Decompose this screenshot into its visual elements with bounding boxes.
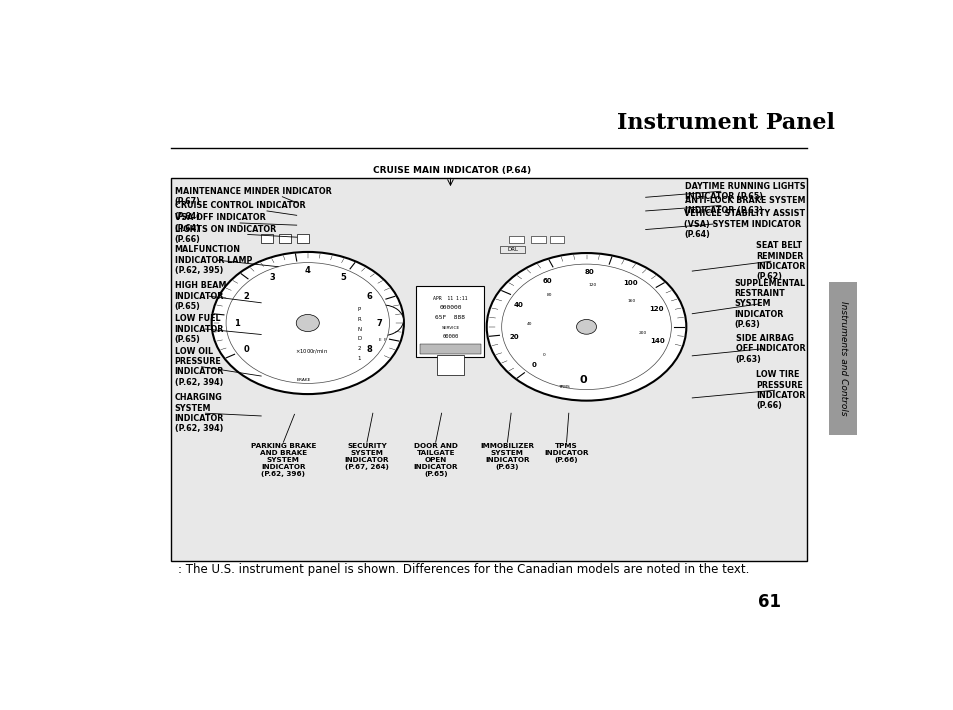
Text: SUPPLEMENTAL
RESTRAINT
SYSTEM
INDICATOR
(P.63): SUPPLEMENTAL RESTRAINT SYSTEM INDICATOR … (734, 278, 804, 329)
Text: DAYTIME RUNNING LIGHTS
INDICATOR (P.65): DAYTIME RUNNING LIGHTS INDICATOR (P.65) (684, 182, 804, 201)
Text: 80: 80 (547, 293, 552, 297)
Circle shape (362, 305, 403, 336)
Text: 60: 60 (542, 278, 552, 283)
Text: 1: 1 (233, 319, 239, 327)
Text: LOW TIRE
PRESSURE
INDICATOR
(P.66): LOW TIRE PRESSURE INDICATOR (P.66) (755, 370, 804, 410)
Bar (499, 246, 524, 253)
Text: 200: 200 (639, 331, 646, 334)
Text: SIDE AIRBAG
OFF INDICATOR
(P.63): SIDE AIRBAG OFF INDICATOR (P.63) (735, 334, 804, 364)
Text: IMMOBILIZER
SYSTEM
INDICATOR
(P.63): IMMOBILIZER SYSTEM INDICATOR (P.63) (480, 443, 534, 470)
Text: BRAKE: BRAKE (296, 378, 311, 382)
Bar (531, 236, 545, 243)
Text: E  F: E F (378, 338, 386, 342)
Text: Instruments and Controls: Instruments and Controls (838, 301, 846, 416)
Bar (261, 234, 273, 243)
Text: 0: 0 (243, 345, 249, 354)
Circle shape (226, 263, 389, 383)
Text: SEAT BELT
REMINDER
INDICATOR
(P.62): SEAT BELT REMINDER INDICATOR (P.62) (755, 241, 804, 281)
Text: LOW FUEL
INDICATOR
(P.65): LOW FUEL INDICATOR (P.65) (174, 314, 224, 344)
Text: 80: 80 (584, 269, 594, 275)
Bar (278, 234, 291, 243)
Text: 140: 140 (650, 338, 664, 344)
Bar (416, 286, 484, 357)
Text: SERVICE: SERVICE (441, 326, 459, 330)
Text: DRL: DRL (507, 246, 517, 252)
Text: DOOR AND
TAILGATE
OPEN
INDICATOR
(P.65): DOOR AND TAILGATE OPEN INDICATOR (P.65) (413, 443, 457, 477)
Text: MALFUNCTION
INDICATOR LAMP
(P.62, 395): MALFUNCTION INDICATOR LAMP (P.62, 395) (174, 245, 252, 275)
Text: 00000: 00000 (442, 334, 458, 339)
Circle shape (486, 253, 685, 400)
Text: 0: 0 (542, 353, 545, 357)
Text: LIGHTS ON INDICATOR
(P.66): LIGHTS ON INDICATOR (P.66) (174, 225, 275, 244)
Text: APR  11 1:11: APR 11 1:11 (433, 296, 467, 301)
Text: Instrument Panel: Instrument Panel (616, 112, 834, 134)
Text: 20: 20 (509, 334, 518, 340)
Text: P: P (357, 307, 360, 312)
Text: CRUISE CONTROL INDICATOR
(P.64): CRUISE CONTROL INDICATOR (P.64) (174, 201, 305, 221)
Text: LOW OIL
PRESSURE
INDICATOR
(P.62, 394): LOW OIL PRESSURE INDICATOR (P.62, 394) (174, 346, 224, 387)
Text: 2: 2 (357, 346, 360, 351)
Text: 1: 1 (357, 356, 360, 361)
Text: MAINTENANCE MINDER INDICATOR
(P.67): MAINTENANCE MINDER INDICATOR (P.67) (174, 187, 331, 207)
Text: D: D (356, 337, 361, 342)
Text: 100: 100 (622, 280, 637, 286)
Bar (296, 234, 308, 243)
Text: ANTI-LOCK BRAKE SYSTEM
INDICATOR (P.63): ANTI-LOCK BRAKE SYSTEM INDICATOR (P.63) (684, 196, 804, 215)
Bar (508, 236, 523, 243)
Text: 0: 0 (531, 363, 537, 368)
Text: CRUISE MAIN INDICATOR (P.64): CRUISE MAIN INDICATOR (P.64) (373, 166, 531, 175)
Text: 6: 6 (366, 293, 372, 301)
Text: 65F  888: 65F 888 (435, 315, 465, 320)
Text: TPMS: TPMS (558, 386, 570, 389)
Text: 0: 0 (578, 375, 586, 385)
Circle shape (576, 320, 596, 334)
Text: TPMS
INDICATOR
(P.66): TPMS INDICATOR (P.66) (544, 443, 588, 464)
Text: 61: 61 (758, 593, 781, 611)
Text: 2: 2 (243, 293, 249, 301)
Text: 000000: 000000 (438, 305, 461, 310)
Text: : The U.S. instrument panel is shown. Differences for the Canadian models are no: : The U.S. instrument panel is shown. Di… (178, 562, 749, 576)
Bar (419, 344, 480, 354)
Text: VEHICLE STABILITY ASSIST
(VSA) SYSTEM INDICATOR
(P.64): VEHICLE STABILITY ASSIST (VSA) SYSTEM IN… (683, 209, 804, 239)
Text: CHARGING
SYSTEM
INDICATOR
(P.62, 394): CHARGING SYSTEM INDICATOR (P.62, 394) (174, 393, 224, 433)
Text: PARKING BRAKE
AND BRAKE
SYSTEM
INDICATOR
(P.62, 396): PARKING BRAKE AND BRAKE SYSTEM INDICATOR… (251, 443, 315, 477)
Bar (828, 282, 856, 435)
Circle shape (501, 264, 671, 390)
Bar (436, 355, 463, 375)
Text: SECURITY
SYSTEM
INDICATOR
(P.67, 264): SECURITY SYSTEM INDICATOR (P.67, 264) (344, 443, 389, 470)
Text: R: R (357, 317, 361, 322)
Text: $\times$1000r/min: $\times$1000r/min (294, 347, 328, 356)
Text: HIGH BEAM
INDICATOR
(P.65): HIGH BEAM INDICATOR (P.65) (174, 281, 226, 311)
Bar (549, 236, 564, 243)
Text: 3: 3 (269, 273, 274, 282)
Text: 160: 160 (626, 299, 635, 303)
Text: N: N (356, 327, 361, 332)
Bar (171, 178, 806, 561)
Text: 40: 40 (514, 302, 523, 308)
Text: VSA OFF INDICATOR
(P.64): VSA OFF INDICATOR (P.64) (174, 213, 265, 233)
Text: 40: 40 (526, 322, 532, 326)
Text: 120: 120 (648, 306, 662, 312)
Text: 7: 7 (375, 319, 381, 327)
Text: 120: 120 (588, 283, 596, 287)
Circle shape (296, 315, 319, 332)
Text: 5: 5 (340, 273, 346, 282)
Text: 8: 8 (366, 345, 372, 354)
Circle shape (212, 252, 403, 394)
Text: 4: 4 (305, 266, 311, 275)
